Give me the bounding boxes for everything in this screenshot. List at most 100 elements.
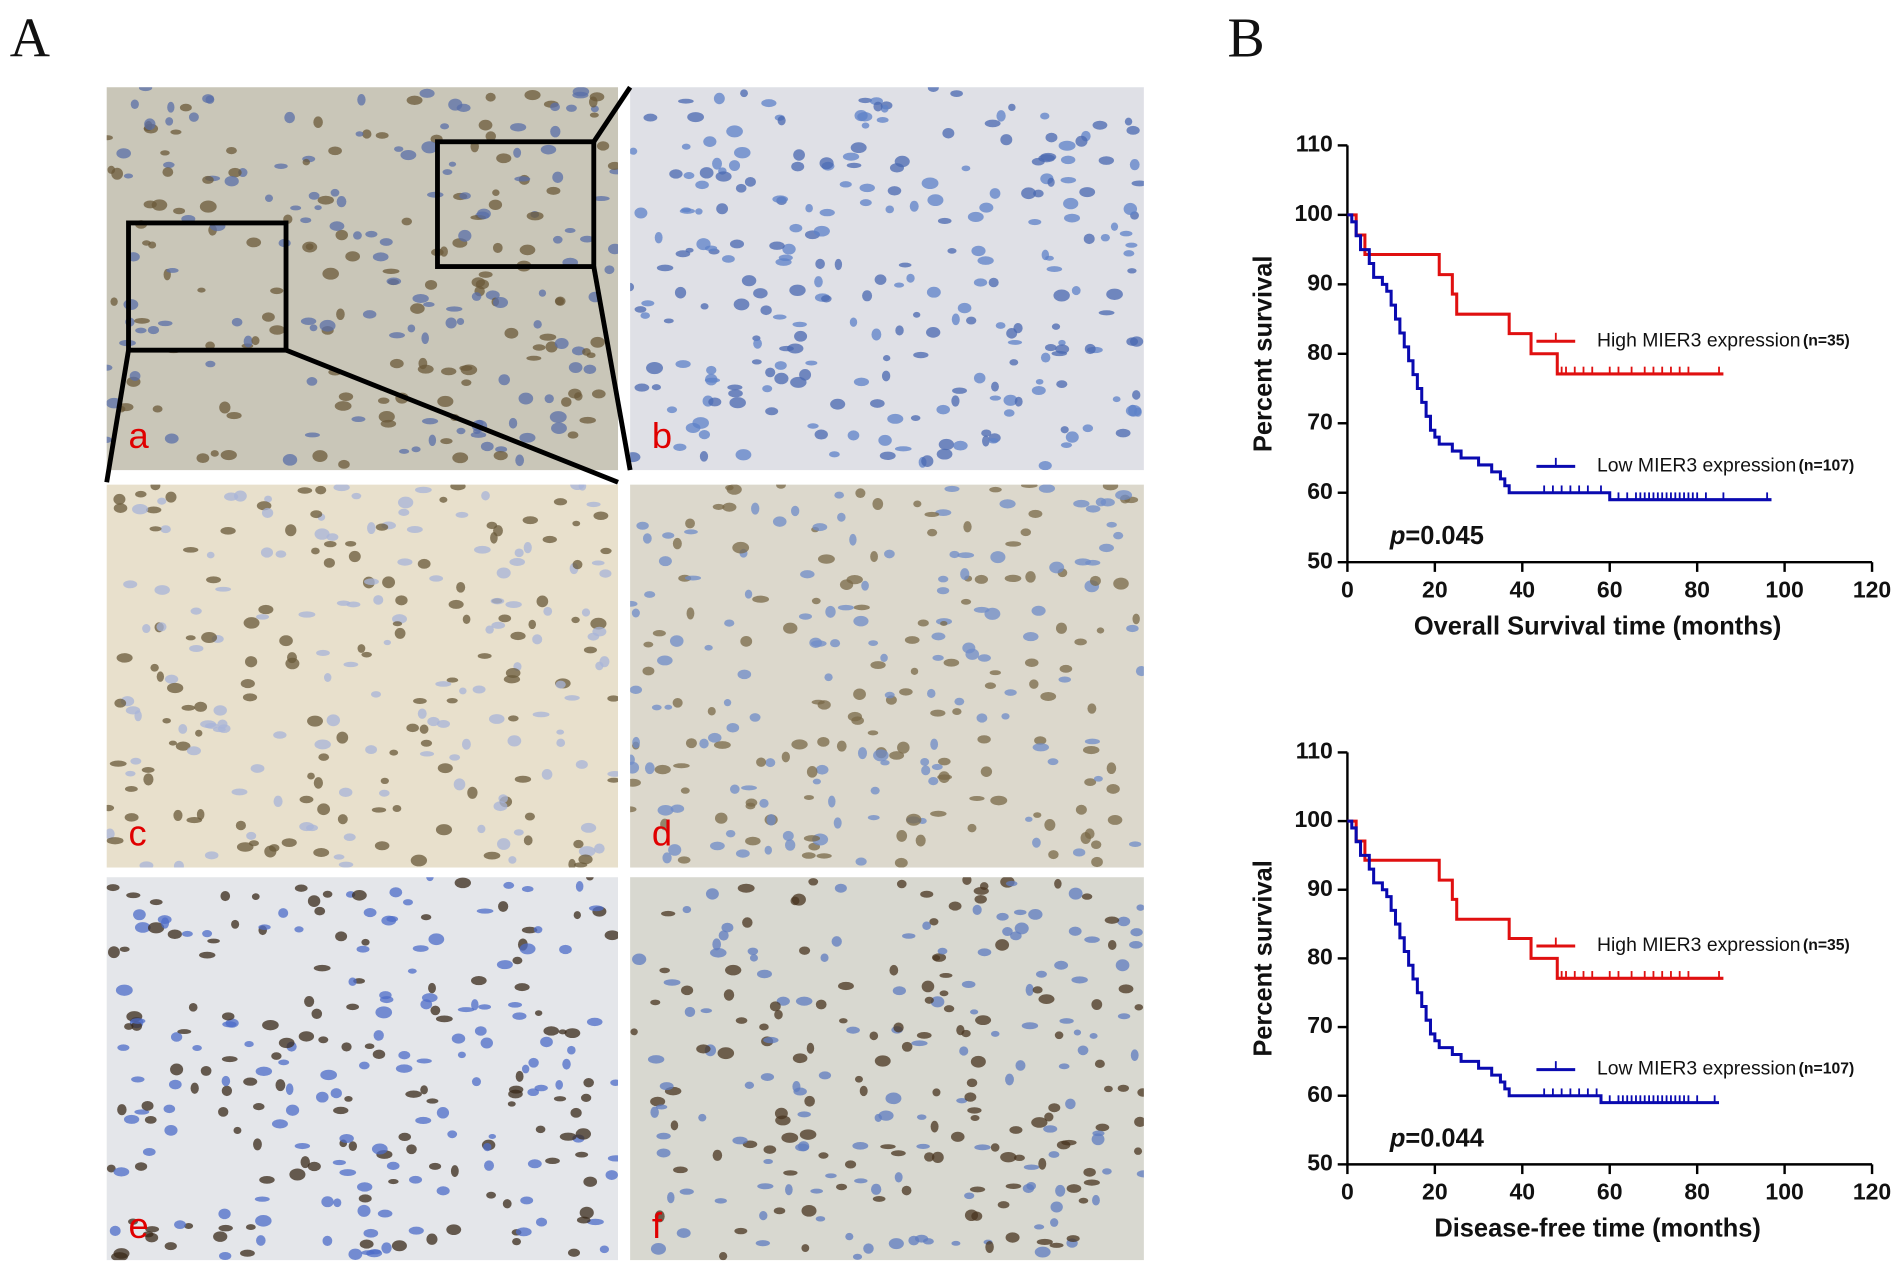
nucleus: [957, 552, 975, 559]
nucleus: [634, 306, 647, 313]
nucleus: [880, 1144, 896, 1150]
nucleus: [989, 670, 1001, 676]
nucleus: [657, 804, 674, 816]
y-axis-label: Percent survival: [1250, 860, 1278, 1057]
nucleus: [361, 651, 372, 658]
nucleus: [630, 806, 637, 813]
nucleus: [916, 1031, 932, 1039]
nucleus: [164, 433, 179, 444]
nucleus: [735, 183, 747, 193]
nucleus: [510, 631, 526, 641]
nucleus: [799, 1129, 817, 1140]
nucleus: [406, 526, 423, 534]
nucleus: [685, 738, 697, 749]
km-chart: 50 60 70 80 90 100 110 0 20 40 60 80 100 120 Disease-f…: [1250, 738, 1892, 1243]
x-tick-label: 120: [1853, 576, 1891, 602]
nucleus: [676, 1228, 691, 1238]
nucleus: [1107, 940, 1117, 950]
nucleus: [343, 661, 359, 668]
nucleus: [791, 739, 808, 750]
nucleus: [924, 1152, 935, 1162]
nucleus: [744, 176, 756, 187]
nucleus: [580, 235, 595, 243]
nucleus: [418, 357, 428, 370]
nucleus: [445, 317, 457, 329]
zoom-box: [435, 139, 597, 269]
nucleus: [330, 1088, 342, 1099]
nucleus: [567, 431, 579, 439]
nucleus: [190, 607, 202, 615]
nucleus: [930, 1120, 939, 1133]
nucleus: [114, 698, 127, 708]
nucleus: [825, 1173, 837, 1179]
nucleus: [604, 265, 615, 275]
nucleus: [206, 551, 215, 559]
nucleus: [420, 739, 433, 747]
x-tick-label: 0: [1341, 1179, 1354, 1205]
nucleus: [407, 324, 416, 333]
nucleus: [755, 1240, 770, 1247]
nucleus: [423, 302, 435, 308]
nucleus: [798, 1141, 810, 1152]
nucleus: [395, 1064, 413, 1073]
nucleus: [586, 501, 601, 508]
nucleus: [1044, 1112, 1054, 1122]
nucleus: [916, 1143, 930, 1149]
nucleus: [205, 341, 215, 350]
nucleus: [462, 614, 471, 624]
nucleus: [967, 823, 977, 833]
nucleus: [351, 492, 362, 500]
nucleus: [898, 262, 912, 268]
nucleus: [1130, 336, 1144, 347]
nucleus: [184, 1223, 194, 1229]
nucleus: [138, 87, 153, 92]
nucleus: [873, 101, 883, 112]
nucleus: [1059, 664, 1073, 673]
nucleus: [243, 1077, 258, 1086]
nucleus: [630, 452, 641, 463]
nucleus: [212, 726, 226, 733]
nucleus: [555, 680, 566, 689]
nucleus: [317, 803, 331, 816]
nucleus: [405, 1090, 422, 1098]
nucleus: [901, 1041, 913, 1052]
nucleus: [781, 751, 790, 763]
nucleus: [851, 716, 864, 725]
nucleus: [1048, 850, 1059, 860]
nucleus: [817, 554, 835, 564]
nucleus: [379, 238, 393, 246]
nucleus: [361, 938, 370, 946]
nucleus: [220, 526, 236, 535]
nucleus: [794, 330, 808, 342]
nucleus: [749, 954, 758, 962]
nucleus: [106, 364, 113, 371]
nucleus: [426, 1098, 439, 1104]
nucleus: [833, 817, 842, 829]
nucleus: [278, 908, 289, 918]
nucleus: [306, 377, 318, 386]
nucleus: [880, 104, 889, 113]
nucleus: [634, 383, 650, 392]
nucleus: [414, 486, 432, 494]
nucleus: [373, 595, 384, 605]
nucleus: [302, 158, 310, 166]
nucleus: [781, 1132, 799, 1143]
nucleus: [953, 440, 968, 451]
nucleus: [1098, 310, 1115, 316]
nucleus: [723, 698, 732, 707]
nucleus: [326, 533, 339, 541]
nucleus: [546, 186, 561, 195]
nucleus: [300, 217, 312, 224]
nucleus: [834, 258, 843, 271]
nucleus: [481, 491, 490, 501]
nucleus: [930, 709, 946, 717]
nucleus: [200, 1065, 212, 1076]
nucleus: [1038, 154, 1055, 163]
nucleus: [476, 208, 491, 219]
nucleus: [183, 547, 199, 553]
image-label: a: [129, 415, 150, 456]
nucleus: [772, 195, 789, 203]
nucleus: [799, 946, 811, 955]
nucleus: [830, 639, 841, 648]
nucleus: [1091, 1133, 1105, 1146]
